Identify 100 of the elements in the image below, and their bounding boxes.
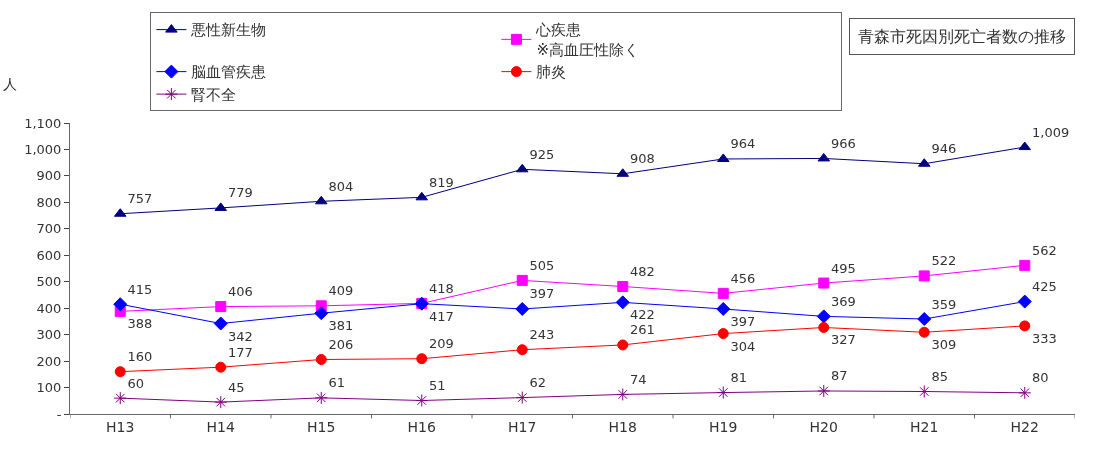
data-label: 482 — [630, 263, 655, 279]
data-label: 819 — [429, 174, 454, 190]
point — [816, 309, 831, 324]
data-label: 81 — [730, 370, 748, 386]
legend-label: 腎不全 — [191, 85, 237, 104]
point — [1019, 259, 1031, 271]
point — [516, 344, 528, 356]
y-tick-label: 100 — [36, 380, 62, 396]
data-label: 304 — [730, 338, 756, 354]
point — [917, 385, 931, 399]
chart-title: 青森市死因別死亡者数の推移 — [858, 27, 1066, 46]
point — [1019, 320, 1031, 332]
x-tick-label: H15 — [307, 418, 336, 435]
data-label: 160 — [127, 349, 153, 365]
data-label: 87 — [831, 368, 848, 384]
point — [918, 270, 930, 282]
point — [215, 361, 227, 373]
y-tick-label: 800 — [36, 194, 62, 210]
point — [213, 316, 228, 331]
point — [113, 391, 127, 405]
point — [314, 306, 329, 321]
data-label: 925 — [529, 146, 555, 162]
data-label: 60 — [127, 375, 145, 391]
legend-label: 心疾患 ※高血圧性除く — [535, 21, 639, 59]
x-tick-label: H17 — [508, 418, 537, 435]
y-tick-label: 1,000 — [24, 142, 62, 157]
point — [615, 295, 630, 310]
y-tick-label: 500 — [36, 274, 62, 290]
y-tick-label: 1,100 — [24, 115, 62, 131]
point — [818, 277, 830, 289]
legend-label: 肺炎 — [536, 63, 567, 82]
data-label: 946 — [931, 141, 957, 157]
data-label: 415 — [127, 281, 153, 297]
point — [314, 391, 328, 405]
data-label: 327 — [831, 332, 856, 348]
data-label: 964 — [730, 136, 756, 152]
data-label: 309 — [931, 337, 957, 353]
data-label: 966 — [831, 135, 856, 151]
data-label: 804 — [328, 178, 354, 194]
y-tick-label: 200 — [36, 353, 62, 369]
data-label: 397 — [529, 286, 555, 302]
point — [114, 366, 126, 378]
x-tick-label: H22 — [1010, 418, 1039, 435]
y-axis-title: 人 — [3, 76, 17, 92]
data-label: 397 — [730, 313, 756, 329]
data-label: 206 — [328, 337, 354, 352]
point — [516, 274, 528, 286]
data-label: 562 — [1032, 242, 1057, 258]
data-label: 51 — [429, 378, 446, 394]
point — [1018, 141, 1032, 151]
data-label: 422 — [630, 307, 655, 323]
point — [1018, 386, 1032, 400]
data-label: 406 — [228, 284, 253, 300]
point — [716, 386, 730, 400]
data-label: 74 — [630, 371, 647, 387]
legend-label: 悪性新生物 — [190, 21, 267, 40]
legend-label: 脳血管疾患 — [191, 63, 267, 82]
data-label: 209 — [429, 336, 454, 352]
y-tick-label: - — [56, 406, 62, 422]
x-tick-label: H13 — [106, 418, 135, 435]
x-tick-label: H14 — [206, 418, 236, 435]
y-tick-label: 600 — [36, 247, 62, 263]
point — [616, 387, 630, 401]
point — [215, 301, 227, 313]
data-label: 425 — [1032, 279, 1057, 295]
point — [918, 326, 930, 338]
data-label: 456 — [730, 270, 756, 286]
point — [818, 321, 830, 333]
x-tick-label: H20 — [809, 418, 838, 435]
data-label: 522 — [931, 253, 957, 269]
data-label: 62 — [529, 375, 547, 391]
point — [515, 391, 529, 405]
y-tick-label: 700 — [36, 221, 62, 237]
point — [416, 353, 428, 365]
data-label: 409 — [328, 283, 354, 299]
point — [515, 163, 529, 173]
y-tick-label: 300 — [36, 327, 62, 343]
point — [315, 354, 327, 365]
data-label: 505 — [529, 257, 555, 273]
point — [717, 328, 729, 340]
x-tick-label: H18 — [608, 418, 637, 435]
data-label: 757 — [127, 191, 153, 207]
data-label: 80 — [1032, 370, 1049, 386]
data-label: 369 — [831, 293, 856, 309]
data-label: 779 — [228, 185, 253, 201]
point — [716, 301, 731, 316]
data-label: 381 — [328, 318, 354, 334]
point — [617, 339, 629, 351]
data-label: 495 — [831, 260, 856, 276]
data-label: 85 — [931, 369, 949, 385]
point — [1017, 294, 1032, 309]
point — [314, 195, 328, 205]
point — [515, 301, 530, 316]
data-label: 45 — [228, 379, 245, 395]
point — [817, 384, 831, 398]
point — [113, 297, 128, 312]
data-label: 61 — [328, 375, 346, 391]
data-label: 243 — [529, 327, 555, 343]
data-label: 1,009 — [1032, 124, 1070, 140]
point — [917, 312, 932, 327]
